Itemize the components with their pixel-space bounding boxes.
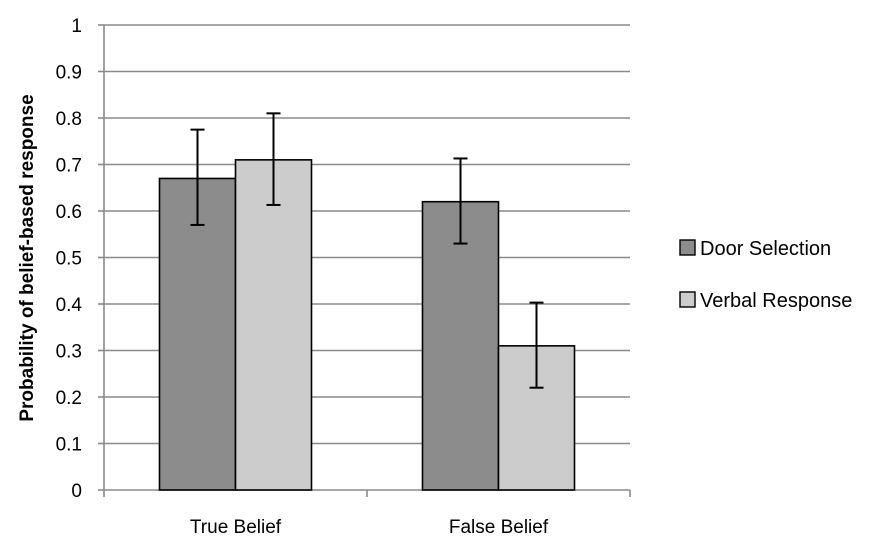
legend: Door Selection Verbal Response: [679, 238, 852, 312]
x-category-label: True Belief: [190, 517, 282, 538]
bar-door-selection-true-belief: [158, 177, 237, 491]
y-tick-label: 0.1: [56, 435, 82, 456]
y-tick-labels: 0 0.1 0.2 0.3 0.4 0.5 0.6 0.7 0.8 0.9 1: [56, 16, 83, 502]
bars: [158, 159, 576, 491]
error-bars: [190, 112, 544, 389]
legend-label: Verbal Response: [700, 290, 852, 312]
y-tick-label: 0.8: [56, 109, 82, 130]
x-category-label: False Belief: [449, 517, 549, 538]
legend-label: Door Selection: [700, 238, 831, 260]
y-tick-label: 0.2: [56, 388, 82, 409]
legend-swatch: [679, 291, 696, 308]
y-tick-label: 1: [71, 16, 82, 37]
y-tick-label: 0.3: [56, 342, 82, 363]
y-tick-label: 0: [71, 481, 82, 502]
legend-swatch: [679, 239, 696, 256]
x-category-labels: True Belief False Belief: [190, 517, 549, 538]
y-axis-title: Probability of belief-based response: [17, 94, 38, 421]
y-tick-label: 0.9: [56, 63, 82, 84]
y-tick-label: 0.4: [56, 295, 83, 316]
y-tick-label: 0.5: [56, 249, 82, 270]
bar-door-selection-false-belief: [421, 200, 500, 491]
y-tick-label: 0.6: [56, 202, 82, 223]
y-tick-label: 0.7: [56, 156, 82, 177]
bar-verbal-response-true-belief: [234, 159, 313, 491]
